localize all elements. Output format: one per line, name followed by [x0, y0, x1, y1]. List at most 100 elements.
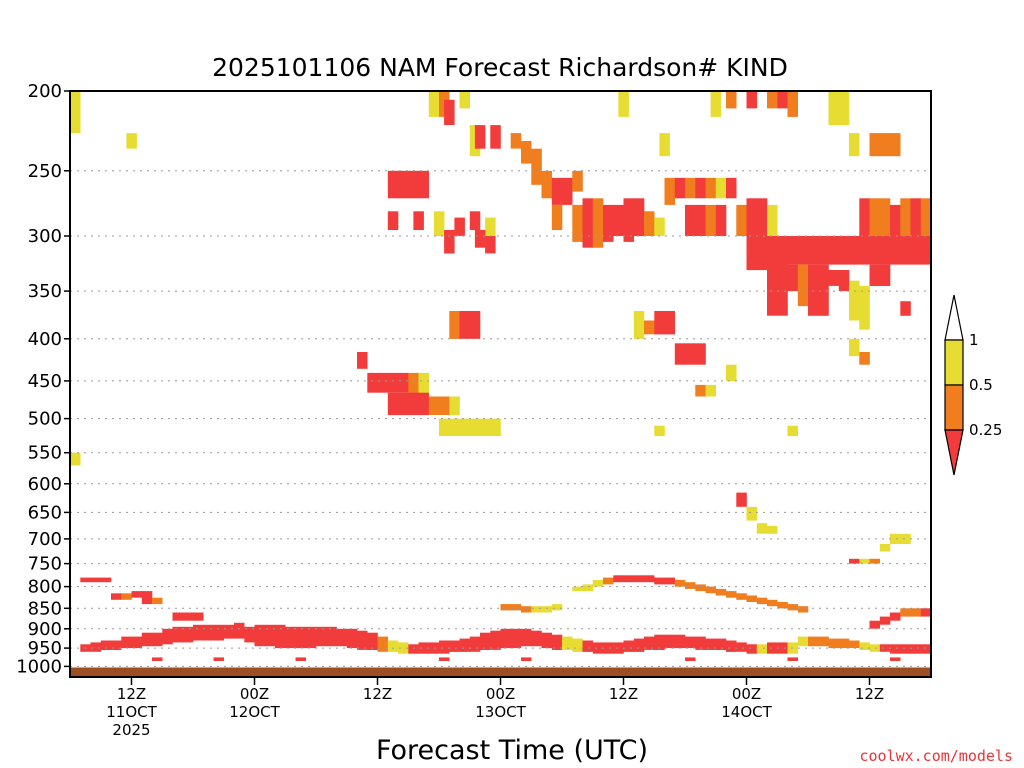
- heatmap-cell: [633, 198, 645, 236]
- heatmap-cell: [767, 270, 778, 316]
- heatmap-cell: [869, 620, 880, 629]
- heatmap-cell: [920, 236, 932, 265]
- heatmap-cell: [603, 204, 614, 242]
- heatmap-cell: [900, 533, 911, 544]
- heatmap-cell: [449, 311, 460, 339]
- heatmap-cell: [428, 396, 440, 415]
- heatmap-cell: [603, 577, 614, 585]
- heatmap-cell: [121, 636, 132, 649]
- heatmap-cell: [890, 644, 901, 654]
- heatmap-cell: [654, 311, 665, 335]
- heatmap-cell: [685, 582, 696, 589]
- heatmap-cell: [900, 644, 911, 654]
- heatmap-cell: [818, 236, 829, 265]
- heatmap-cell: [326, 626, 337, 647]
- heatmap-cell: [572, 170, 583, 192]
- heatmap-cell: [131, 636, 142, 649]
- heatmap-cell: [357, 630, 368, 650]
- heatmap-cell: [387, 211, 399, 230]
- heatmap-cell: [715, 204, 727, 236]
- colorbar-bottom-triangle: [944, 429, 964, 476]
- heatmap-cell: [90, 642, 101, 652]
- heatmap-cell: [531, 148, 542, 185]
- heatmap-cell: [387, 640, 399, 652]
- heatmap-cell: [695, 204, 706, 236]
- heatmap-cell: [367, 632, 378, 650]
- heatmap-cell: [490, 418, 501, 436]
- heatmap-cell: [869, 198, 880, 236]
- y-tick-label: 950: [28, 638, 62, 659]
- heatmap-cell: [797, 264, 809, 307]
- heatmap-cell: [141, 591, 153, 605]
- heatmap-cell: [408, 644, 419, 654]
- colorbar: 1 0.5 0.25: [944, 294, 1002, 476]
- plot-frame: [69, 90, 932, 678]
- heatmap-cell: [613, 204, 624, 236]
- heatmap-cell: [439, 640, 450, 654]
- heatmap-cell: [510, 628, 522, 649]
- heatmap-cell: [910, 236, 921, 265]
- heatmap-cell: [849, 133, 860, 157]
- x-tick-label: 14OCT: [721, 703, 772, 721]
- heatmap-cell: [920, 644, 932, 654]
- x-tick-label: 12OCT: [229, 703, 280, 721]
- heatmap-cell: [193, 624, 204, 641]
- heatmap-cell: [121, 593, 132, 600]
- heatmap-cell: [726, 640, 737, 652]
- heatmap-cell: [459, 91, 470, 109]
- y-axis: 200 250 300 350 400 450 500 550 600 650 700 7508008…: [16, 81, 70, 677]
- heatmap-cell: [869, 236, 880, 265]
- heatmap-cell: [346, 628, 358, 649]
- heatmap-cell: [367, 372, 378, 393]
- heatmap-cell: [531, 630, 542, 647]
- heatmap-cell: [890, 657, 901, 661]
- heatmap-cell: [439, 396, 450, 415]
- heatmap-cell: [111, 640, 122, 650]
- heatmap-cell: [459, 418, 470, 436]
- heatmap-cell: [664, 577, 675, 585]
- colorbar-tick-label: 1: [969, 331, 979, 349]
- heatmap-cell: [551, 604, 563, 611]
- heatmap-cell: [746, 595, 757, 602]
- heatmap-cell: [459, 638, 470, 652]
- heatmap-cell: [787, 91, 798, 117]
- heatmap-cell: [746, 236, 757, 271]
- heatmap-cell: [900, 236, 911, 265]
- heatmap-cell: [408, 372, 419, 397]
- heatmap-cell: [398, 170, 409, 199]
- heatmap-cell: [674, 579, 686, 587]
- heatmap-cell: [474, 230, 486, 248]
- heatmap-cell: [756, 644, 768, 654]
- heatmap-cell: [603, 642, 614, 654]
- heatmap-cell: [736, 492, 747, 507]
- heatmap-cell: [485, 217, 496, 236]
- heatmap-cell: [726, 591, 737, 598]
- heatmap-cell: [131, 591, 142, 598]
- heatmap-cell: [444, 230, 455, 254]
- heatmap-cell: [480, 632, 491, 650]
- heatmap-cell: [449, 396, 460, 415]
- heatmap-cell: [659, 133, 670, 157]
- heatmap-cell: [454, 217, 465, 236]
- heatmap-cell: [705, 177, 716, 199]
- heatmap-cell: [849, 338, 860, 357]
- heatmap-cell: [695, 177, 706, 199]
- heatmap-cell: [818, 264, 829, 316]
- y-tick-label: 500: [28, 409, 62, 430]
- credit-text[interactable]: coolwx.com/models: [859, 747, 1013, 765]
- heatmap-cell: [551, 204, 563, 230]
- heatmap-cell: [193, 612, 204, 621]
- x-tick-label: 00Z: [486, 685, 515, 703]
- heatmap-cell: [357, 352, 368, 369]
- heatmap-cell: [726, 364, 737, 381]
- heatmap-cell: [910, 608, 921, 617]
- heatmap-cell: [890, 204, 901, 236]
- heatmap-cell: [162, 628, 173, 645]
- heatmap-cell: [736, 204, 747, 236]
- heatmap-cell: [664, 634, 675, 649]
- heatmap-cell: [295, 626, 306, 649]
- heatmap-cell: [705, 384, 716, 397]
- heatmap-cell: [111, 593, 122, 600]
- heatmap-cell: [787, 425, 798, 437]
- heatmap-cell: [849, 236, 860, 265]
